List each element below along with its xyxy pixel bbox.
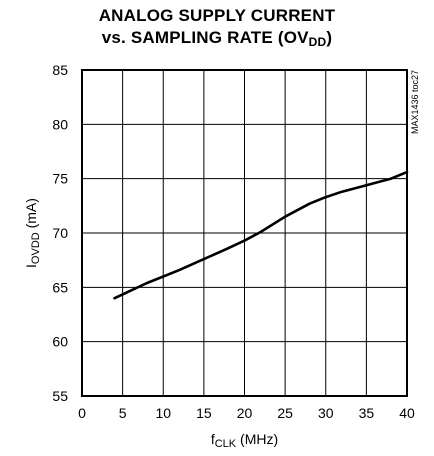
y-tick-label: 55 [52, 388, 68, 404]
y-axis-label: IOVDD (mA) [23, 198, 42, 268]
grid-layer [82, 70, 407, 396]
plot-frame [81, 69, 408, 397]
chart-title-prefix: vs. SAMPLING RATE (OV [101, 28, 309, 47]
x-tick-label: 5 [119, 405, 127, 421]
y-axis-label-suffix: (mA) [23, 198, 39, 232]
x-axis-label-suffix: (MHz) [236, 431, 278, 447]
chart-title-subscript: DD [308, 35, 327, 49]
x-tick-label: 15 [196, 405, 212, 421]
y-tick-label: 60 [52, 334, 68, 350]
x-tick-label: 35 [359, 405, 375, 421]
y-tick-label: 65 [52, 279, 68, 295]
x-tick-label: 40 [399, 405, 415, 421]
chart-annotation: MAX1436 toc27 [410, 70, 420, 134]
x-tick-label: 20 [237, 405, 253, 421]
y-tick-label: 70 [52, 225, 68, 241]
y-tick-label: 80 [52, 116, 68, 132]
x-tick-label: 0 [78, 405, 86, 421]
x-tick-label: 10 [155, 405, 171, 421]
y-tick-label: 75 [52, 171, 68, 187]
y-axis-label-main: I [23, 264, 39, 268]
chart-title-line-1: ANALOG SUPPLY CURRENT [98, 6, 336, 25]
series-line [113, 170, 409, 300]
x-axis-label-main: f [211, 431, 215, 447]
chart-title-suffix: ) [326, 28, 333, 47]
y-axis-label-sub: OVDD [30, 232, 42, 264]
x-tick-label: 25 [277, 405, 293, 421]
y-tick-label: 85 [52, 62, 68, 78]
chart-title-line-2: vs. SAMPLING RATE (OVDD) [0, 28, 434, 49]
x-tick-label: 30 [318, 405, 334, 421]
x-axis-label-sub: CLK [215, 438, 237, 450]
x-axis-label: fCLK (MHz) [211, 431, 278, 450]
tick-label-layer: 0 5 10 15 20 25 30 35 40 55 60 65 70 75 80 85 [52, 62, 415, 421]
